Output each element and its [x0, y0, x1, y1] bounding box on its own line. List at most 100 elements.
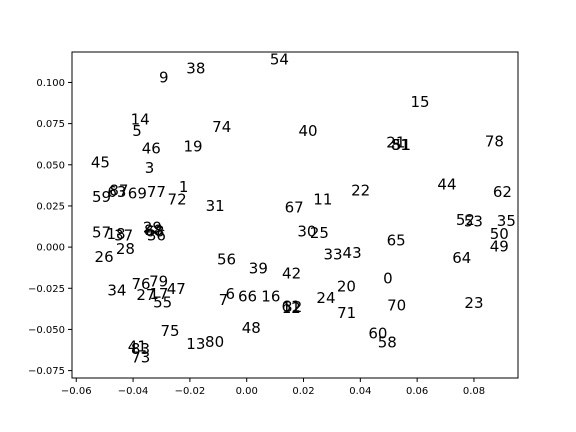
point-label: 29: [143, 218, 162, 236]
point-label: 60: [368, 325, 387, 343]
point-label: 24: [316, 289, 335, 307]
point-label: 1: [179, 178, 189, 196]
point-label: 38: [186, 59, 205, 77]
x-tick-label: 0.02: [292, 386, 314, 397]
point-label: 0: [383, 269, 393, 287]
point-label: 52: [456, 211, 475, 229]
point-label: 81: [391, 136, 410, 154]
point-label: 42: [282, 264, 301, 282]
point-label: 66: [238, 288, 257, 306]
point-label: 44: [437, 176, 456, 194]
x-tick-label: −0.02: [175, 386, 206, 397]
point-label: 57: [92, 223, 111, 241]
point-label: 79: [149, 273, 168, 291]
point-label: 88: [144, 222, 163, 240]
point-label: 62: [493, 183, 512, 201]
point-label: 32: [283, 298, 302, 316]
point-label: 3: [145, 159, 155, 177]
point-label: 48: [242, 319, 261, 337]
point-label: 51: [392, 136, 411, 154]
point-label: 16: [261, 288, 280, 306]
point-label: 72: [168, 190, 187, 208]
point-label: 7: [219, 291, 229, 309]
point-label: 36: [147, 227, 166, 245]
point-label: 39: [249, 260, 268, 278]
y-tick-label: 0.100: [36, 78, 65, 89]
point-label: 64: [452, 249, 471, 267]
point-label: 56: [217, 250, 236, 268]
point-label: 37: [114, 227, 133, 245]
x-tick-label: −0.04: [118, 386, 149, 397]
y-tick-label: −0.075: [28, 366, 65, 377]
x-tick-label: −0.06: [61, 386, 92, 397]
point-label: 69: [128, 185, 147, 203]
point-label: 14: [131, 111, 150, 129]
y-axis: −0.075 −0.050 −0.025 0.000 0.025 0.050 0.075 0.…: [28, 78, 72, 377]
point-label: 6: [225, 285, 235, 303]
point-label: 47: [167, 280, 186, 298]
x-axis: −0.06 −0.04 −0.02 0.00 0.02 0.04 0.06 0.08: [61, 378, 485, 397]
point-label: 43: [343, 244, 362, 262]
point-label: 22: [351, 181, 370, 199]
point-label: 40: [299, 122, 318, 140]
point-label: 50: [490, 225, 509, 243]
point-label: 70: [387, 297, 406, 315]
point-label: 67: [285, 199, 304, 217]
point-label: 9: [159, 69, 169, 87]
y-tick-label: 0.075: [36, 119, 65, 130]
point-label: 5: [132, 122, 142, 140]
point-labels: 0135679111213141516171819202122232425262…: [91, 50, 516, 366]
point-label: 46: [142, 139, 161, 157]
point-label: 28: [116, 240, 135, 258]
x-tick-label: 0.06: [406, 386, 428, 397]
point-label: 78: [485, 133, 504, 151]
point-label: 68: [145, 222, 164, 240]
point-label: 25: [310, 224, 329, 242]
point-label: 15: [410, 93, 429, 111]
point-label: 21: [386, 134, 405, 152]
point-label: 65: [387, 232, 406, 250]
point-label: 55: [153, 293, 172, 311]
y-tick-label: 0.025: [36, 201, 65, 212]
point-label: 83: [131, 340, 150, 358]
point-label: 11: [313, 190, 332, 208]
point-label: 27: [136, 286, 155, 304]
point-label: 17: [149, 285, 168, 303]
plot-area: [71, 51, 519, 379]
point-label: 87: [109, 181, 128, 199]
y-tick-label: 0.050: [36, 160, 65, 171]
point-label: 30: [297, 222, 316, 240]
point-label: 53: [464, 213, 483, 231]
point-label: 74: [212, 118, 231, 136]
point-label: 35: [497, 212, 516, 230]
point-label: 12: [282, 299, 301, 317]
point-label: 63: [107, 183, 126, 201]
point-label: 77: [147, 183, 166, 201]
x-tick-label: 0.00: [236, 386, 258, 397]
point-label: 49: [490, 237, 509, 255]
point-label: 59: [92, 188, 111, 206]
point-label: 13: [186, 335, 205, 353]
point-label: 54: [270, 50, 289, 68]
y-tick-label: 0.000: [36, 243, 65, 254]
point-label: 19: [183, 138, 202, 156]
point-label: 41: [128, 338, 147, 356]
x-tick-label: 0.04: [349, 386, 371, 397]
y-tick-label: −0.050: [28, 325, 65, 336]
x-tick-label: 0.08: [463, 386, 485, 397]
point-label: 71: [337, 304, 356, 322]
point-label: 45: [91, 153, 110, 171]
point-label: 20: [337, 278, 356, 296]
point-label: 26: [95, 248, 114, 266]
y-tick-label: −0.025: [28, 284, 65, 295]
point-label: 34: [107, 282, 126, 300]
point-label: 76: [131, 275, 150, 293]
point-label: 61: [281, 297, 300, 315]
point-label: 73: [131, 348, 150, 366]
point-label: 80: [205, 333, 224, 351]
point-label: 23: [464, 294, 483, 312]
point-label: 18: [106, 225, 125, 243]
point-label: 33: [324, 246, 343, 264]
point-label: 31: [206, 197, 225, 215]
